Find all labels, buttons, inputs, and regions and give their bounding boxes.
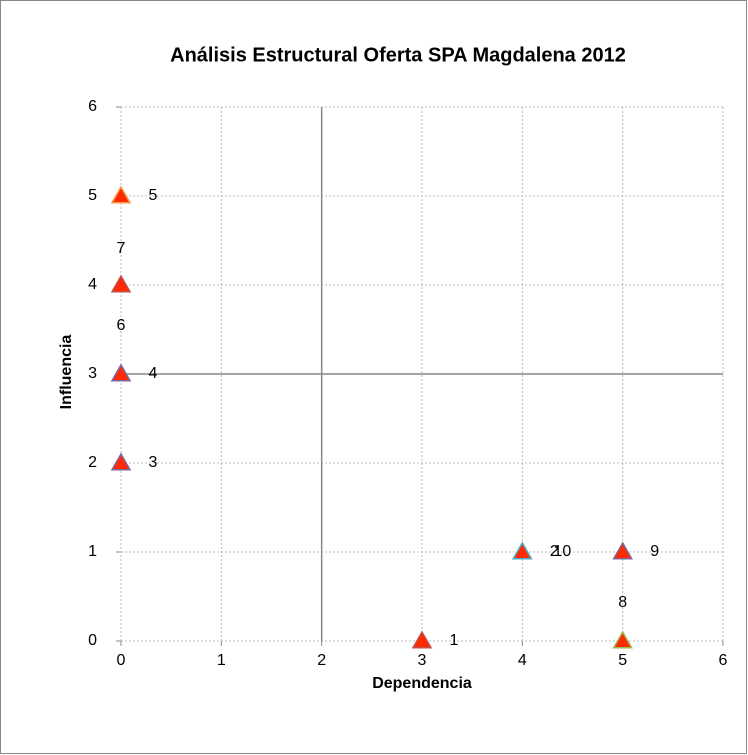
y-tick-label: 1 [88, 543, 97, 560]
marker [110, 452, 132, 471]
x-tick-label: 4 [518, 652, 527, 669]
y-tick-label: 2 [88, 454, 97, 471]
marker [110, 274, 132, 293]
marker [110, 185, 132, 204]
y-tick-label: 6 [88, 98, 97, 115]
x-tick-label: 2 [317, 652, 326, 669]
point-label: 7 [117, 240, 126, 257]
marker [612, 630, 633, 649]
point-label: 6 [117, 317, 126, 334]
point-label: 4 [149, 365, 158, 382]
x-tick-label: 0 [117, 652, 126, 669]
marker [411, 630, 433, 649]
x-tick-label: 6 [719, 652, 728, 669]
y-tick-label: 0 [88, 632, 97, 649]
x-axis-label: Dependencia [372, 675, 472, 692]
point-label: 8 [618, 594, 627, 611]
x-tick-label: 1 [217, 652, 226, 669]
y-tick-label: 4 [88, 276, 97, 293]
x-tick-label: 3 [418, 652, 427, 669]
y-tick-label: 5 [88, 187, 97, 204]
point-label: 9 [650, 543, 659, 560]
y-tick-label: 3 [88, 365, 97, 382]
marker [110, 363, 132, 382]
point-label: 3 [149, 454, 158, 471]
y-axis-label: Influencia [58, 335, 75, 410]
point-label: 5 [149, 187, 158, 204]
point-label: 1 [450, 632, 459, 649]
chart-title: Análisis Estructural Oferta SPA Magdalen… [170, 44, 626, 66]
point-label: 2 [550, 543, 559, 560]
point-label: 10 [553, 543, 571, 560]
x-tick-label: 5 [618, 652, 627, 669]
marker [512, 541, 533, 560]
marker [612, 541, 633, 560]
